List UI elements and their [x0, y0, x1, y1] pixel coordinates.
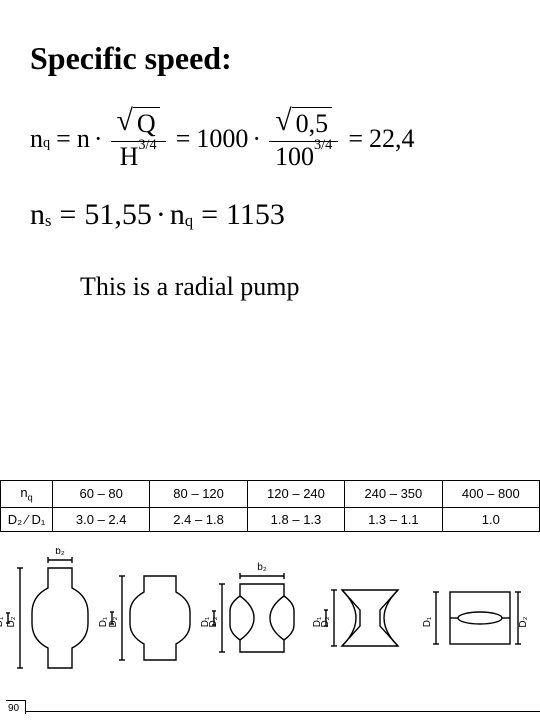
footer-rule [26, 711, 540, 712]
table-cell: 1.8 – 1.3 [247, 507, 344, 531]
table-cell: 240 – 350 [345, 481, 442, 508]
svg-text:D₂: D₂ [108, 616, 119, 627]
impeller-cross-section-diagrams: D₁ D₂ b₂ D₁ D₂ D₁ D₂ b₂ [0, 548, 540, 678]
svg-text:D₂: D₂ [208, 616, 219, 627]
page-title: Specific speed: [30, 40, 510, 77]
svg-text:D₁: D₁ [422, 616, 433, 627]
svg-text:D₁: D₁ [0, 616, 5, 627]
table-cell: 400 – 800 [442, 481, 539, 508]
equation-ns: ns = 51,55 · nq = 1153 [30, 198, 510, 232]
svg-text:b₂: b₂ [55, 548, 65, 557]
table-cell: 1.0 [442, 507, 539, 531]
pump-specific-speed-table: nq 60 – 80 80 – 120 120 – 240 240 – 350 … [0, 480, 540, 532]
table-cell: 1.3 – 1.1 [345, 507, 442, 531]
table-cell: 120 – 240 [247, 481, 344, 508]
table-cell: 80 – 120 [150, 481, 247, 508]
svg-text:b₂: b₂ [257, 562, 267, 573]
page-number: 90 [6, 700, 26, 714]
table-cell: 60 – 80 [53, 481, 150, 508]
table-cell: 2.4 – 1.8 [150, 507, 247, 531]
svg-text:D₂: D₂ [6, 616, 17, 627]
svg-text:D₂: D₂ [518, 616, 529, 627]
table-header-dratio: D₂ ∕ D₁ [1, 507, 53, 531]
equation-nq: nq = n · √Q H3/4 = 1000 · √0,5 1003/4 = … [30, 107, 510, 170]
note-text: This is a radial pump [80, 272, 510, 302]
table-header-nq: nq [1, 481, 53, 508]
table-cell: 3.0 – 2.4 [53, 507, 150, 531]
svg-text:D₂: D₂ [320, 616, 331, 627]
